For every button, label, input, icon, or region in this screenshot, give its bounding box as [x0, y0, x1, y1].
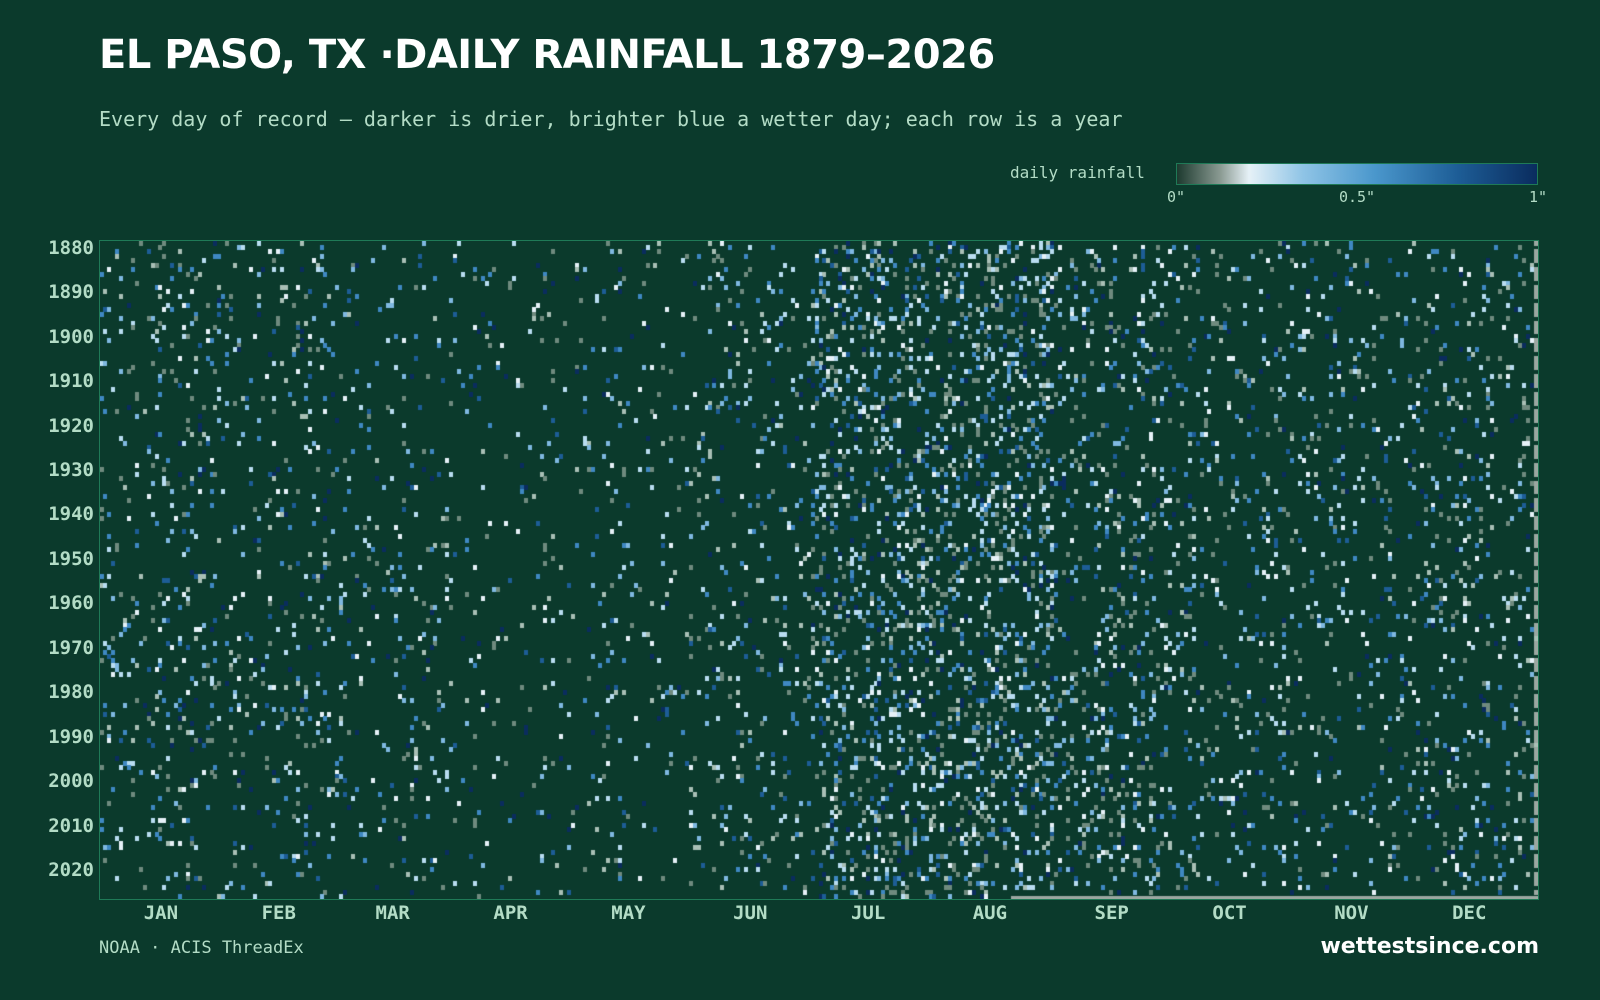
year-label-2000: 2000: [48, 770, 94, 793]
month-label-jan: JAN: [143, 902, 179, 924]
year-label-2010: 2010: [48, 814, 94, 837]
month-label-jul: JUL: [850, 902, 886, 924]
month-label-mar: MAR: [375, 902, 410, 924]
year-label-1890: 1890: [48, 281, 94, 304]
year-label-1880: 1880: [48, 236, 94, 259]
month-label-jun: JUN: [733, 902, 768, 924]
year-label-1990: 1990: [48, 725, 94, 748]
heatmap-canvas: [100, 241, 1538, 899]
year-label-1920: 1920: [48, 414, 94, 437]
year-label-1910: 1910: [48, 370, 94, 393]
year-label-1950: 1950: [48, 547, 94, 570]
month-label-dec: DEC: [1452, 902, 1487, 924]
month-label-nov: NOV: [1334, 902, 1369, 924]
month-label-may: MAY: [611, 902, 646, 924]
month-label-aug: AUG: [972, 902, 1008, 924]
year-label-1970: 1970: [48, 636, 94, 659]
legend-tick-0-5: 0.5": [1338, 188, 1376, 206]
month-label-sep: SEP: [1094, 902, 1129, 924]
year-label-1930: 1930: [48, 458, 94, 481]
legend-tick-1: 1": [1528, 188, 1548, 206]
chart-title: EL PASO, TX ·DAILY RAINFALL 1879–2026: [99, 32, 995, 78]
legend-color-bar: [1176, 163, 1538, 185]
year-label-1960: 1960: [48, 592, 94, 615]
legend-label: daily rainfall: [1010, 163, 1145, 182]
source-credit: NOAA · ACIS ThreadEx: [99, 938, 304, 958]
year-label-1980: 1980: [48, 681, 94, 704]
month-label-oct: OCT: [1212, 902, 1247, 924]
year-label-2020: 2020: [48, 859, 94, 882]
chart-subtitle: Every day of record — darker is drier, b…: [99, 107, 1123, 131]
year-label-1900: 1900: [48, 325, 94, 348]
legend-tick-0: 0": [1166, 188, 1186, 206]
month-label-feb: FEB: [261, 902, 296, 924]
year-label-1940: 1940: [48, 503, 94, 526]
heatmap-plot-area: [99, 240, 1539, 900]
month-label-apr: APR: [493, 902, 528, 924]
brand-logo-text[interactable]: wettestsince.com: [1320, 934, 1539, 959]
